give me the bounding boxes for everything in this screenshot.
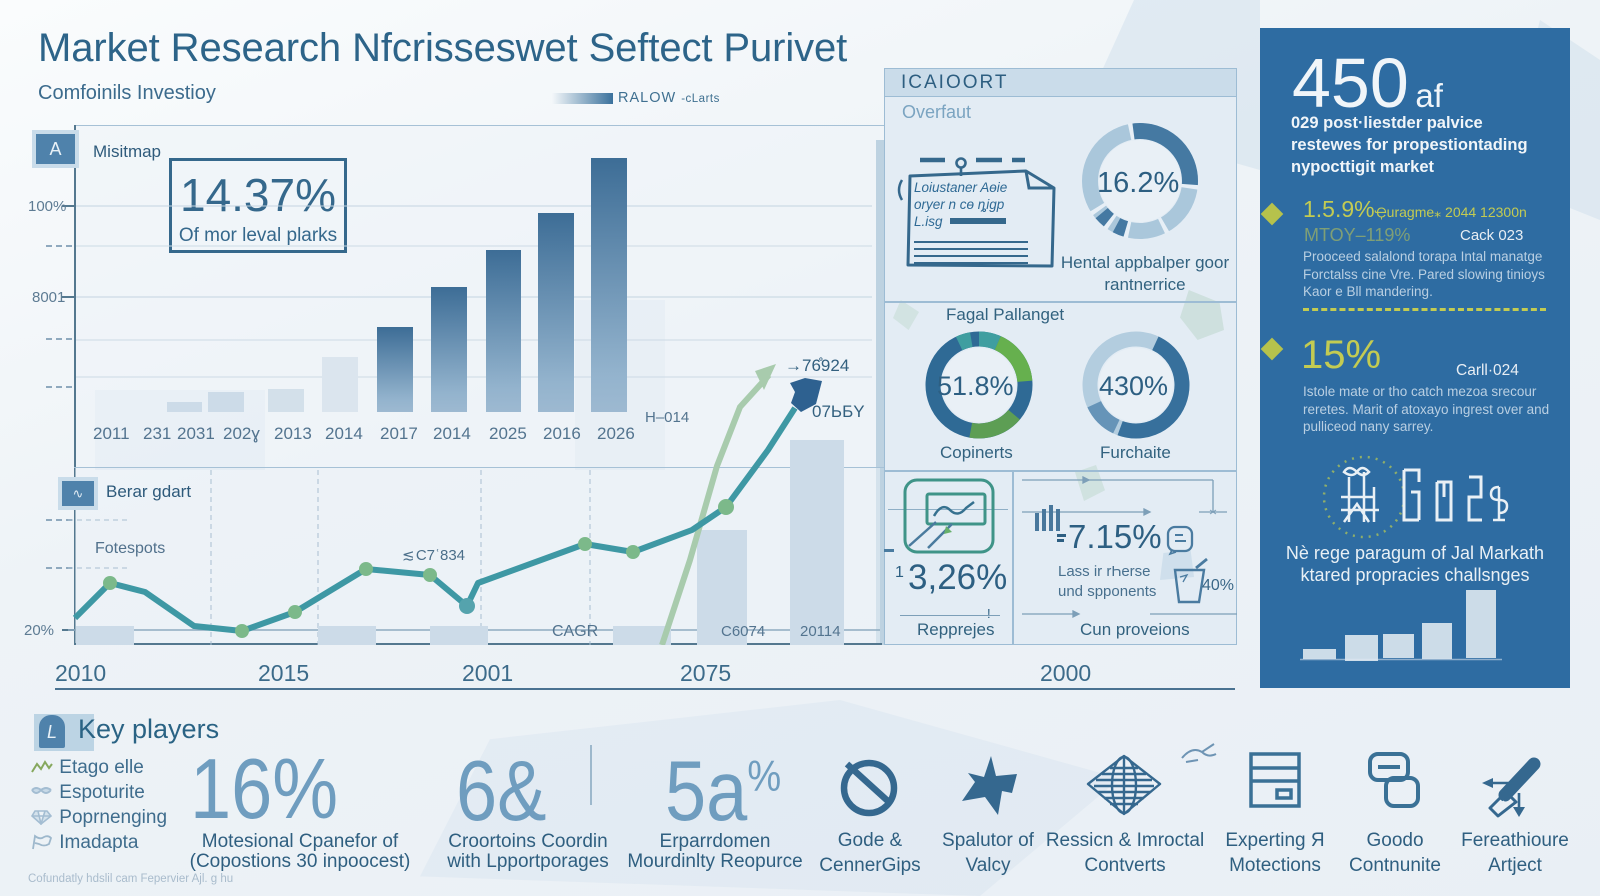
svg-text:oryer n cө ȵigp: oryer n cө ȵigp [914, 197, 1005, 212]
svg-text:Loiustaner Aөie: Loiustaner Aөie [914, 180, 1007, 195]
svg-text:L.iѕg: L.iѕg [914, 214, 943, 229]
